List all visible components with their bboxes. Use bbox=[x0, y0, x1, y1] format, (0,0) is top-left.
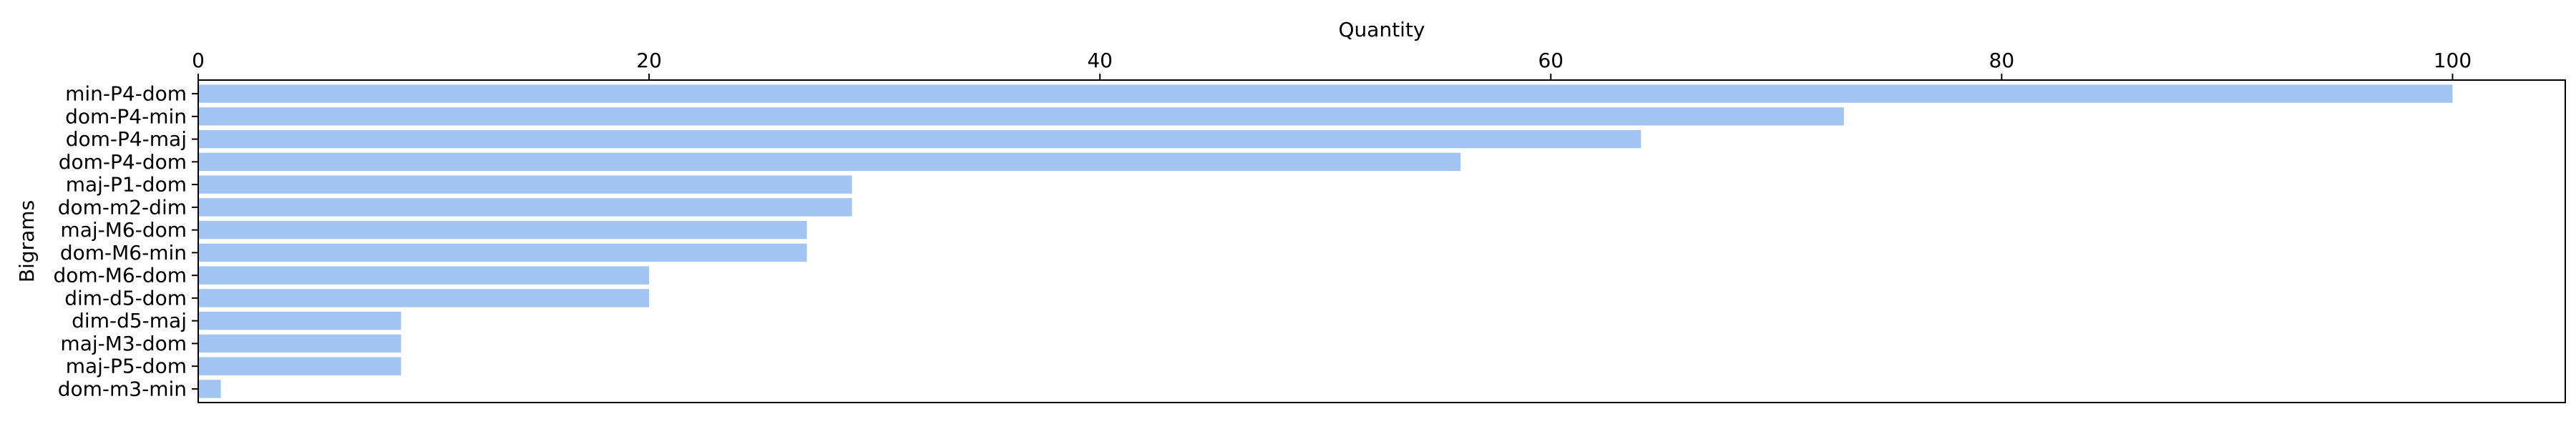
y-tick-label: dom-P4-min bbox=[65, 104, 187, 128]
bar-maj-P1-dom bbox=[198, 175, 852, 194]
x-tick-label: 0 bbox=[192, 49, 205, 72]
bar-dom-M6-dom bbox=[198, 266, 650, 285]
x-tick-label: 20 bbox=[636, 49, 662, 72]
bar-dom-P4-maj bbox=[198, 129, 1641, 149]
x-tick-label: 100 bbox=[2434, 49, 2472, 72]
y-axis-label: Bigrams bbox=[15, 200, 39, 282]
bars-group bbox=[198, 84, 2453, 398]
bar-maj-M6-dom bbox=[198, 220, 807, 240]
x-tick-label: 40 bbox=[1087, 49, 1113, 72]
y-tick-label: maj-P1-dom bbox=[66, 173, 187, 197]
y-tick-label: dom-M6-min bbox=[60, 241, 187, 265]
y-tick-label: dom-m3-min bbox=[58, 377, 187, 400]
bar-min-P4-dom bbox=[198, 84, 2453, 103]
x-tick-label: 80 bbox=[1989, 49, 2015, 72]
bar-dom-P4-min bbox=[198, 107, 1844, 126]
x-ticks-group: 0 20 40 60 80 100 bbox=[192, 49, 2472, 80]
plot-frame bbox=[197, 79, 2566, 403]
bar-dom-P4-dom bbox=[198, 152, 1461, 172]
y-tick-label: min-P4-dom bbox=[65, 82, 187, 106]
bar-dom-m3-min bbox=[198, 380, 221, 398]
bar-dom-M6-min bbox=[198, 243, 807, 262]
x-axis-label: Quantity bbox=[1339, 18, 1425, 41]
y-tick-label: dom-P4-maj bbox=[66, 127, 187, 151]
y-tick-label: dom-m2-dim bbox=[58, 195, 187, 219]
bar-dim-d5-dom bbox=[198, 289, 650, 307]
y-tick-label: dom-P4-dom bbox=[59, 150, 187, 174]
bar-dim-d5-maj bbox=[198, 311, 401, 330]
bar-maj-M3-dom bbox=[198, 334, 401, 353]
y-tick-label: maj-P5-dom bbox=[66, 355, 187, 378]
bar-maj-P5-dom bbox=[198, 357, 401, 375]
y-tick-label: dim-d5-dom bbox=[64, 286, 187, 310]
y-ticks-group: min-P4-domdom-P4-mindom-P4-majdom-P4-dom… bbox=[53, 82, 198, 400]
y-tick-label: maj-M6-dom bbox=[60, 218, 187, 242]
x-tick-label: 60 bbox=[1538, 49, 1563, 72]
bar-dom-m2-dim bbox=[198, 198, 852, 217]
y-tick-label: maj-M3-dom bbox=[60, 332, 187, 355]
y-tick-label: dom-M6-dom bbox=[53, 264, 187, 287]
y-tick-label: dim-d5-maj bbox=[72, 309, 187, 332]
